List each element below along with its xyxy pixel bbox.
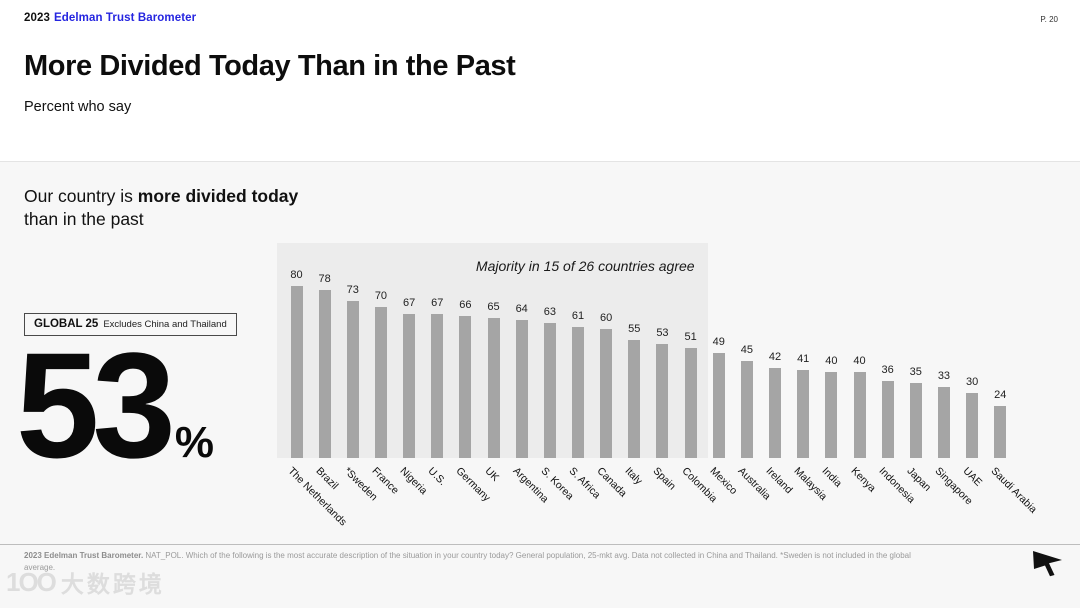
global-scope-box: GLOBAL 25 Excludes China and Thailand (24, 313, 237, 336)
bar (825, 372, 838, 458)
footer-divider (0, 544, 1080, 545)
bar (431, 314, 444, 458)
watermark: 1OO 大数跨境 (6, 565, 165, 599)
global-stat-unit: % (174, 418, 214, 467)
statement-suffix: than in the past (24, 209, 144, 230)
bar-value-label: 40 (825, 355, 838, 367)
bar-value-label: 61 (571, 310, 585, 322)
bar (712, 353, 725, 458)
bar (290, 286, 303, 458)
bar-value-label: 51 (684, 331, 697, 343)
brand-year: 2023 (24, 12, 50, 24)
bar (515, 320, 528, 458)
bar (459, 316, 472, 458)
bar-value-label: 53 (656, 327, 669, 339)
page-number: P. 20 (1040, 15, 1058, 24)
footnote-source: 2023 Edelman Trust Barometer. (24, 551, 144, 560)
bar-value-label: 78 (318, 273, 331, 285)
page-subtitle: Percent who say (24, 99, 132, 115)
chart-annotation: Majority in 15 of 26 countries agree (475, 258, 695, 274)
bar-value-label: 42 (768, 351, 782, 363)
global-stat: 53% (16, 330, 214, 480)
header-divider (0, 161, 1080, 162)
footnote-text: NAT_POL. Which of the following is the m… (24, 551, 911, 572)
bar-value-label: 55 (628, 323, 641, 335)
bar (628, 340, 641, 458)
bar-value-label: 40 (853, 355, 866, 367)
brand: 2023 Edelman Trust Barometer (24, 12, 196, 24)
page-title: More Divided Today Than in the Past (24, 50, 516, 82)
bar (769, 368, 782, 458)
bar-country-label: Kenya (848, 465, 878, 495)
bar-country-label: UAE (960, 465, 985, 489)
bar (740, 361, 753, 458)
bar (937, 387, 950, 458)
global-scope-note: Excludes China and Thailand (103, 319, 227, 330)
statement-prefix: Our country is (24, 186, 138, 206)
bar-value-label: 33 (937, 370, 951, 382)
bar-value-label: 36 (881, 364, 894, 376)
brand-name: Edelman Trust Barometer (53, 12, 197, 24)
statement: Our country is more divided today than i… (24, 185, 336, 231)
global-scope-label: GLOBAL 25 (34, 318, 99, 330)
bar-country-label: India (819, 465, 845, 490)
bar (374, 307, 387, 458)
bar-value-label: 70 (374, 290, 388, 302)
bar (487, 318, 500, 458)
bar (656, 344, 669, 458)
bar-value-label: 67 (402, 297, 416, 309)
bar-value-label: 35 (909, 366, 922, 378)
watermark-text: 大数跨境 (60, 571, 165, 597)
bar (994, 406, 1007, 458)
bar-value-label: 49 (712, 336, 725, 348)
bar-value-label: 24 (994, 389, 1007, 401)
bar-value-label: 80 (290, 269, 303, 281)
bar-country-label: Saudi Arabia (988, 465, 1040, 516)
bar-value-label: 60 (600, 312, 613, 324)
bar (797, 370, 810, 458)
bar (346, 301, 359, 458)
bar-value-label: 41 (797, 353, 810, 365)
bar-value-label: 30 (965, 376, 979, 388)
statement-bold: more divided today (137, 186, 299, 206)
bar-value-label: 73 (346, 284, 359, 296)
bar-value-label: 45 (740, 344, 754, 356)
footnote: 2023 Edelman Trust Barometer. NAT_POL. W… (24, 550, 929, 574)
bar (909, 383, 922, 458)
bar-value-label: 64 (515, 303, 528, 315)
bar-value-label: 66 (459, 299, 472, 311)
bar-value-label: 63 (543, 306, 556, 318)
bar-country-label: Spain (650, 465, 679, 493)
bar (572, 327, 584, 458)
bar-country-label: UK (482, 465, 501, 484)
bar (600, 329, 613, 458)
bar-country-label: Italy (622, 465, 645, 488)
global-stat-value: 53 (16, 321, 176, 489)
bar (684, 348, 697, 458)
bar-country-label: Nigeria (397, 465, 430, 498)
bar-country-label: U.S. (425, 465, 449, 488)
bar-value-label: 65 (487, 301, 500, 313)
bar (881, 381, 894, 458)
bar (403, 314, 416, 458)
bar (853, 372, 866, 458)
bar (966, 393, 979, 458)
watermark-logo: 1OO (6, 566, 57, 597)
bar (543, 323, 556, 458)
next-arrow-icon[interactable] (1032, 545, 1064, 577)
bar (318, 290, 331, 458)
bar-value-label: 67 (431, 297, 444, 309)
